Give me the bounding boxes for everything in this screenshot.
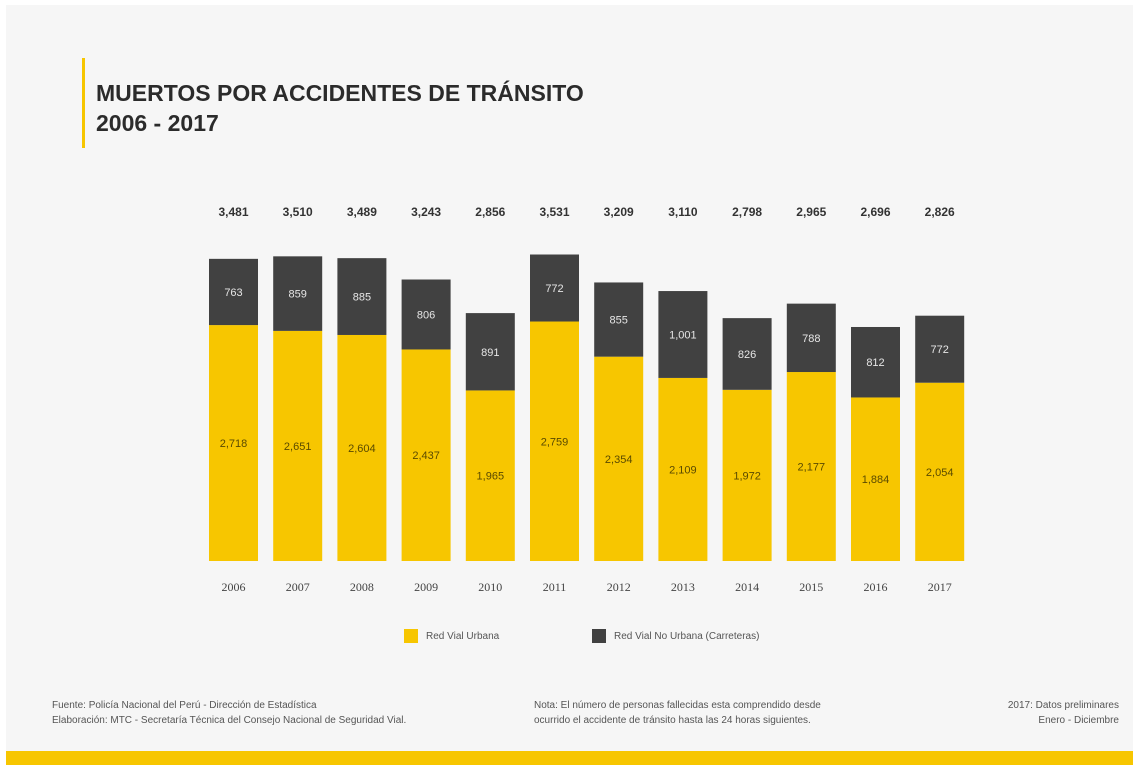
legend-swatch-urban [404, 629, 418, 643]
total-label: 2,965 [796, 205, 826, 219]
total-label: 3,481 [218, 205, 248, 219]
bar-urban [530, 321, 579, 561]
value-label-non-urban: 788 [802, 333, 820, 345]
value-label-non-urban: 891 [481, 347, 499, 359]
bar-non-urban [594, 282, 644, 357]
bar-non-urban [851, 326, 900, 398]
bar-non-urban [786, 303, 836, 373]
x-tick-label: 2008 [350, 580, 374, 594]
source-line: Fuente: Policía Nacional del Perú - Dire… [52, 700, 317, 711]
bar-non-urban [915, 315, 965, 383]
legend-label-non-urban: Red Vial No Urbana (Carreteras) [614, 630, 760, 642]
bar-urban [851, 397, 900, 561]
bar-non-urban [273, 256, 323, 331]
bar-non-urban [658, 291, 708, 378]
value-label-urban: 2,054 [926, 467, 954, 479]
bar-urban [594, 356, 644, 561]
value-label-urban: 2,177 [798, 462, 826, 474]
preliminary-line-2: Enero - Diciembre [1038, 715, 1119, 726]
value-label-urban: 1,965 [477, 471, 505, 483]
bar-non-urban [722, 318, 772, 390]
value-label-non-urban: 1,001 [669, 329, 697, 341]
bar-non-urban [209, 258, 258, 326]
chart-title: MUERTOS POR ACCIDENTES DE TRÁNSITO 2006 … [96, 78, 584, 138]
value-label-urban: 2,759 [541, 436, 569, 448]
x-tick-label: 2017 [928, 580, 952, 594]
value-label-urban: 1,884 [862, 474, 890, 486]
bar-urban [273, 330, 323, 561]
x-tick-label: 2011 [543, 580, 567, 594]
value-label-non-urban: 772 [545, 283, 563, 295]
value-label-urban: 2,604 [348, 443, 376, 455]
bar-non-urban [530, 254, 579, 322]
x-tick-label: 2007 [286, 580, 310, 594]
methodology-note: Nota: El número de personas fallecidas e… [534, 698, 821, 728]
value-label-urban: 2,354 [605, 454, 633, 466]
value-label-non-urban: 859 [289, 289, 307, 301]
value-label-urban: 2,651 [284, 441, 312, 453]
value-label-non-urban: 885 [353, 292, 371, 304]
total-label: 3,510 [283, 205, 313, 219]
x-tick-label: 2013 [671, 580, 695, 594]
legend-label-urban: Red Vial Urbana [426, 630, 500, 642]
value-label-non-urban: 826 [738, 349, 756, 361]
total-label: 2,826 [925, 205, 955, 219]
x-tick-label: 2010 [478, 580, 502, 594]
bar-urban [337, 334, 387, 561]
chart-title-line2: 2006 - 2017 [96, 110, 219, 136]
total-label: 2,798 [732, 205, 762, 219]
legend-swatch-non-urban [592, 629, 606, 643]
bar-urban [465, 390, 515, 561]
preliminary-data-note: 2017: Datos preliminares Enero - Diciemb… [1008, 698, 1119, 728]
note-line-1: Nota: El número de personas fallecidas e… [534, 700, 821, 711]
value-label-urban: 2,109 [669, 464, 697, 476]
bar-urban [722, 389, 772, 561]
value-label-non-urban: 763 [224, 287, 242, 299]
value-label-urban: 2,437 [412, 450, 440, 462]
bar-non-urban [465, 313, 515, 391]
bar-urban [401, 349, 451, 561]
x-tick-label: 2015 [799, 580, 823, 594]
legend-item-non-urban: Red Vial No Urbana (Carreteras) [592, 628, 759, 644]
total-label: 2,856 [475, 205, 505, 219]
title-accent-bar [82, 58, 85, 148]
value-label-non-urban: 855 [610, 315, 628, 327]
bottom-accent-bar [6, 751, 1133, 765]
bar-non-urban [401, 279, 451, 350]
total-label: 3,209 [604, 205, 634, 219]
x-tick-label: 2009 [414, 580, 438, 594]
value-label-urban: 2,718 [220, 438, 248, 450]
elaboration-line: Elaboración: MTC - Secretaría Técnica de… [52, 715, 407, 726]
note-line-2: ocurrido el accidente de tránsito hasta … [534, 715, 811, 726]
bar-urban [786, 372, 836, 561]
bar-urban [209, 325, 258, 561]
total-label: 2,696 [860, 205, 890, 219]
total-label: 3,489 [347, 205, 377, 219]
bar-non-urban [337, 258, 387, 335]
total-label: 3,243 [411, 205, 441, 219]
x-tick-label: 2012 [607, 580, 631, 594]
total-label: 3,110 [668, 205, 698, 219]
source-credits: Fuente: Policía Nacional del Perú - Dire… [52, 698, 406, 728]
total-label: 3,531 [539, 205, 569, 219]
chart-title-line1: MUERTOS POR ACCIDENTES DE TRÁNSITO [96, 80, 584, 106]
x-tick-label: 2014 [735, 580, 759, 594]
bar-urban [915, 382, 965, 561]
value-label-non-urban: 772 [931, 344, 949, 356]
value-label-urban: 1,972 [733, 470, 761, 482]
value-label-non-urban: 812 [866, 357, 884, 369]
value-label-non-urban: 806 [417, 309, 435, 321]
x-tick-label: 2016 [864, 580, 888, 594]
bar-urban [658, 377, 708, 561]
legend-item-urban: Red Vial Urbana [404, 628, 499, 644]
preliminary-line-1: 2017: Datos preliminares [1007, 700, 1119, 711]
x-tick-label: 2006 [222, 580, 246, 594]
